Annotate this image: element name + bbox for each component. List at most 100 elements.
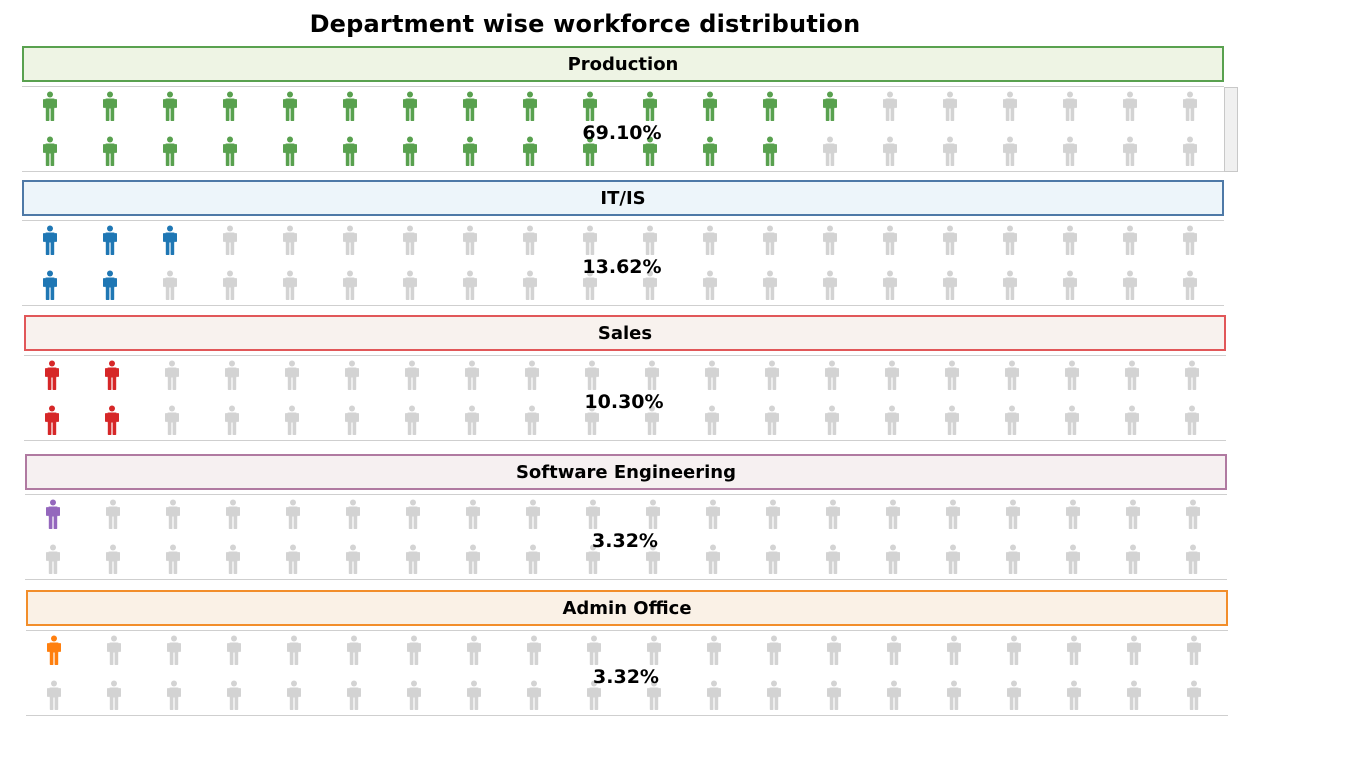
person-icon-empty [525, 360, 539, 390]
person-icon-empty [947, 635, 961, 665]
department-panel-admin-office: Admin Office 3.32% [26, 590, 1228, 716]
person-icon-empty [946, 499, 960, 529]
person-icon-empty [1126, 544, 1140, 574]
person-icon-empty [825, 405, 839, 435]
person-icon-filled [403, 91, 417, 121]
person-icon-empty [283, 270, 297, 300]
person-icon-filled [43, 91, 57, 121]
department-label: Sales [597, 322, 653, 344]
person-icon-empty [705, 360, 719, 390]
person-icon-empty [766, 544, 780, 574]
person-icon-empty [1123, 136, 1137, 166]
person-icon-empty [647, 635, 661, 665]
department-header-sales[interactable]: Sales [24, 315, 1226, 351]
person-icon-empty [106, 544, 120, 574]
person-icon-empty [585, 360, 599, 390]
person-icon-empty [227, 680, 241, 710]
person-icon-empty [107, 680, 121, 710]
person-icon-empty [1066, 499, 1080, 529]
person-icon-empty [703, 270, 717, 300]
person-icon-filled [223, 91, 237, 121]
department-header-production[interactable]: Production [22, 46, 1224, 82]
person-icon-empty [827, 680, 841, 710]
person-icon-empty [643, 270, 657, 300]
person-icon-filled [643, 136, 657, 166]
person-icon-filled [463, 136, 477, 166]
person-icon-empty [943, 91, 957, 121]
person-icon-empty [823, 270, 837, 300]
person-icon-empty [767, 635, 781, 665]
person-icon-empty [947, 680, 961, 710]
person-icon-empty [527, 635, 541, 665]
person-icon-empty [345, 360, 359, 390]
person-icon-filled [703, 136, 717, 166]
person-icon-empty [705, 405, 719, 435]
department-header-it-is[interactable]: IT/IS [22, 180, 1224, 216]
person-icon-empty [766, 499, 780, 529]
person-icon-empty [1005, 405, 1019, 435]
person-icon-empty [1185, 360, 1199, 390]
person-icon-empty [526, 499, 540, 529]
person-icon-empty [285, 405, 299, 435]
person-icon-empty [106, 499, 120, 529]
department-icon-grid-admin-office: 3.32% [26, 630, 1228, 716]
person-icon-empty [825, 360, 839, 390]
person-icon-empty [883, 136, 897, 166]
department-header-software-engineering[interactable]: Software Engineering [25, 454, 1227, 490]
department-icon-grid-software-engineering: 3.32% [25, 494, 1227, 580]
department-label: Production [567, 53, 679, 75]
person-icon-empty [46, 544, 60, 574]
person-icon-grid [43, 91, 1197, 166]
person-icon-empty [466, 499, 480, 529]
person-icon-filled [45, 405, 59, 435]
person-icon-empty [1183, 91, 1197, 121]
person-icon-empty [287, 680, 301, 710]
person-icon-empty [706, 544, 720, 574]
person-icon-empty [225, 405, 239, 435]
person-icon-empty [347, 635, 361, 665]
person-icon-empty [465, 360, 479, 390]
person-icon-grid [47, 635, 1201, 710]
person-icon-filled [43, 136, 57, 166]
person-icon-filled [163, 136, 177, 166]
person-icon-empty [345, 405, 359, 435]
person-icon-empty [645, 405, 659, 435]
person-icon-empty [1183, 136, 1197, 166]
person-icon-empty [406, 499, 420, 529]
person-icon-filled [103, 270, 117, 300]
person-icon-empty [463, 270, 477, 300]
person-icon-empty [407, 635, 421, 665]
person-icon-empty [285, 360, 299, 390]
person-icon-empty [407, 680, 421, 710]
person-icon-empty [343, 270, 357, 300]
person-icon-empty [647, 680, 661, 710]
person-icon-empty [1067, 635, 1081, 665]
person-icon-empty [467, 635, 481, 665]
person-icon-empty [286, 499, 300, 529]
person-icon-empty [1063, 225, 1077, 255]
department-header-admin-office[interactable]: Admin Office [26, 590, 1228, 626]
person-icon-empty [463, 225, 477, 255]
person-icon-empty [883, 91, 897, 121]
department-icon-grid-sales: 10.30% [24, 355, 1226, 441]
person-icon-filled [223, 136, 237, 166]
person-icon-filled [47, 635, 61, 665]
person-icon-empty [1063, 91, 1077, 121]
person-icon-filled [463, 91, 477, 121]
person-icon-empty [346, 544, 360, 574]
person-icon-empty [767, 680, 781, 710]
person-icon-empty [343, 225, 357, 255]
person-icon-empty [887, 680, 901, 710]
chart-title: Department wise workforce distribution [309, 10, 861, 38]
person-icon-filled [823, 91, 837, 121]
person-icon-empty [1007, 680, 1021, 710]
person-icon-empty [707, 635, 721, 665]
person-icon-empty [707, 680, 721, 710]
person-icon-empty [823, 136, 837, 166]
person-icon-filled [103, 136, 117, 166]
person-icon-empty [165, 405, 179, 435]
vertical-scrollbar[interactable] [1224, 87, 1238, 172]
person-icon-empty [1065, 405, 1079, 435]
person-icon-grid [43, 225, 1197, 300]
person-icon-empty [1006, 499, 1020, 529]
